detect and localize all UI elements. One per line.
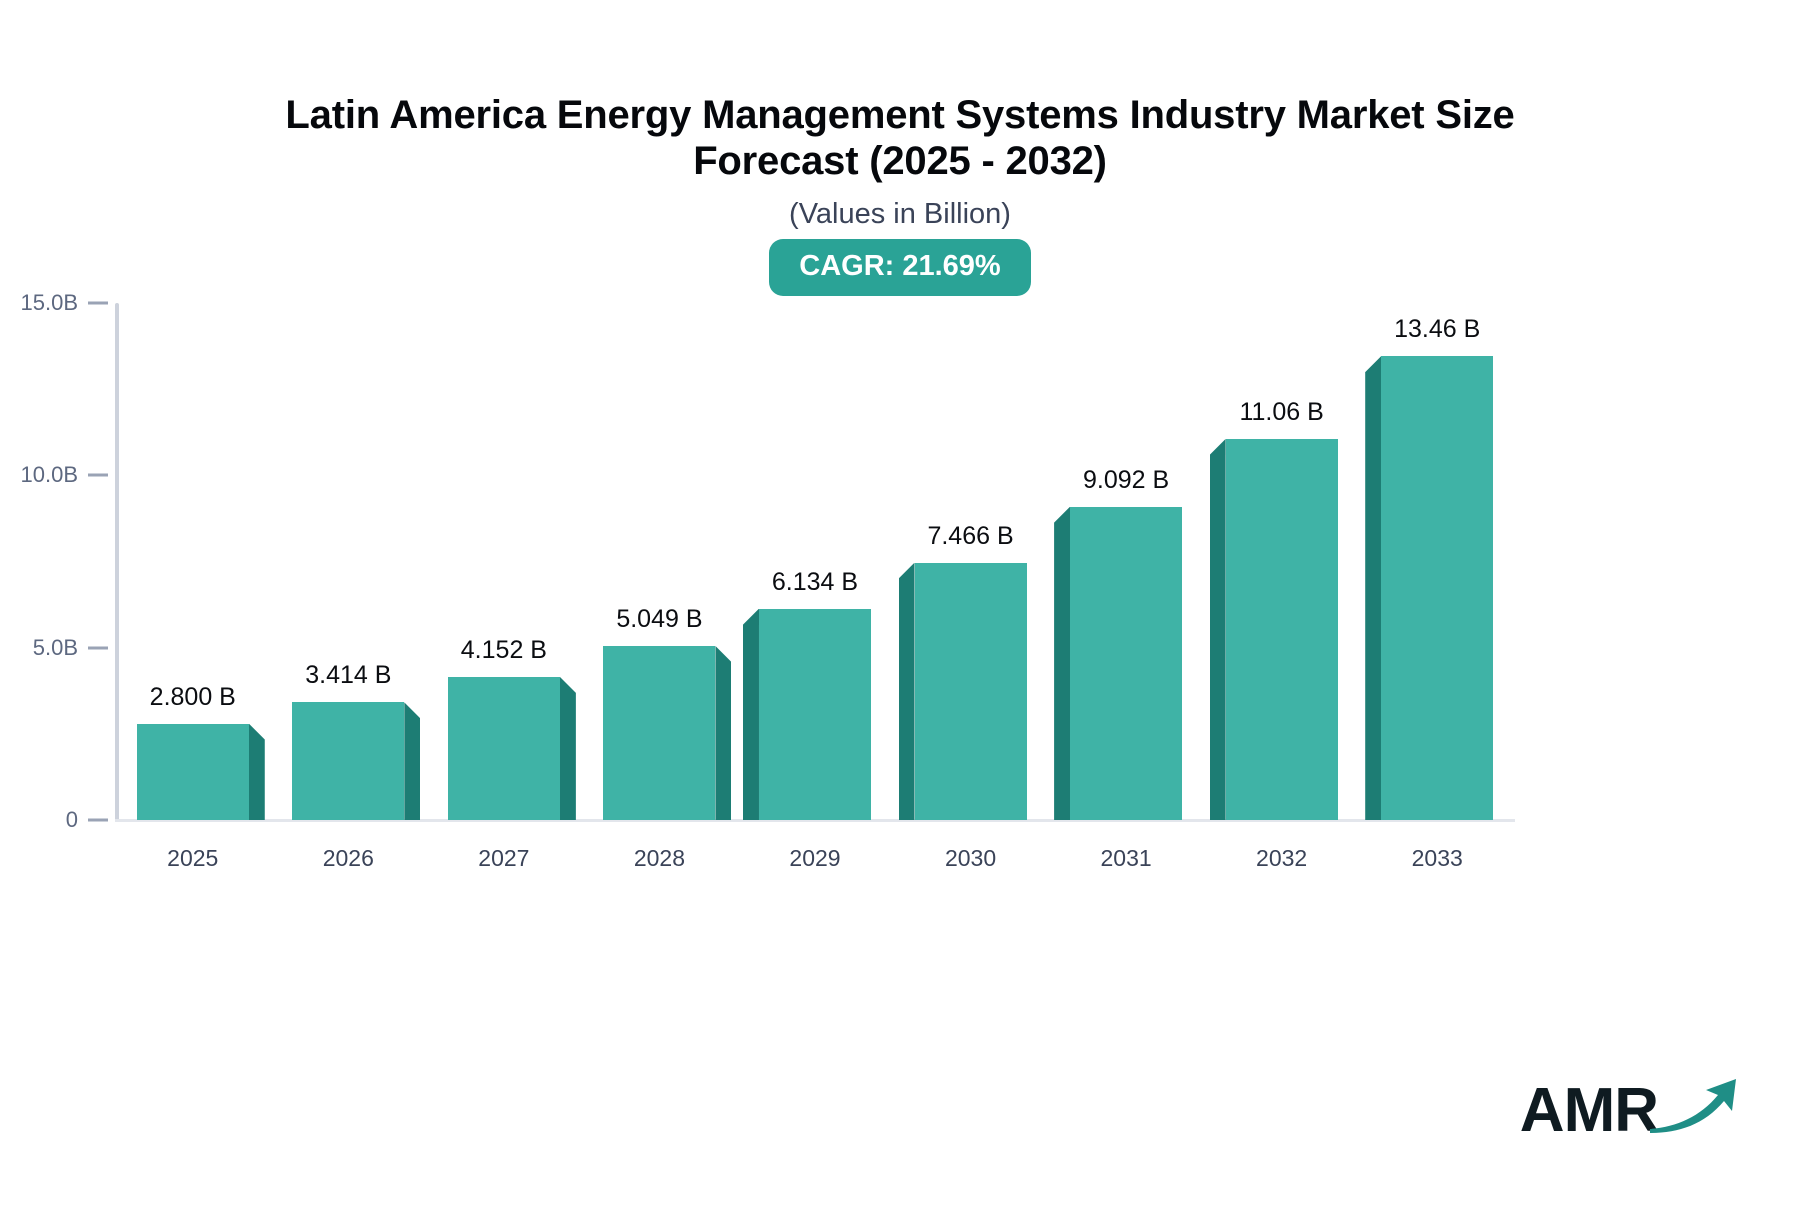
- bar-front-face: [292, 702, 405, 820]
- bar[interactable]: 2.800 B: [136, 683, 265, 820]
- bar-front-face: [1070, 506, 1183, 820]
- x-axis-tick-label: 2026: [322, 845, 374, 871]
- bar[interactable]: 9.092 B: [1054, 466, 1183, 820]
- chart-header: Latin America Energy Management Systems …: [0, 92, 1800, 296]
- bar-side-face: [742, 608, 759, 820]
- bar-front-face: [758, 608, 871, 820]
- x-axis-tick-label: 2029: [789, 845, 841, 871]
- bar[interactable]: 11.06 B: [1209, 398, 1338, 820]
- chart-subtitle: (Values in Billion): [789, 197, 1011, 230]
- bar-side-face: [1365, 356, 1382, 820]
- x-axis-tick-label: 2027: [478, 845, 530, 871]
- bar-front-face: [1381, 356, 1494, 820]
- bar[interactable]: 6.134 B: [742, 568, 871, 820]
- bar-side-face: [1054, 506, 1071, 820]
- bar-group[interactable]: 9.092 B 2031: [1048, 0, 1204, 1212]
- bar-value-label: 5.049 B: [616, 604, 703, 633]
- x-axis-tick-label: 2030: [944, 845, 997, 871]
- bar[interactable]: 5.049 B: [603, 605, 732, 820]
- bar-group[interactable]: 3.414 B 2026: [271, 0, 427, 1212]
- bar-group[interactable]: 13.46 B 2033: [1359, 0, 1515, 1212]
- y-axis-tick-mark: [88, 473, 108, 477]
- y-axis-tick-mark: [88, 301, 108, 305]
- cagr-badge-wrapper: CAGR: 21.69%: [0, 238, 1800, 296]
- bar-side-face: [404, 702, 421, 820]
- bar-group[interactable]: 2.800 B 2025: [115, 0, 271, 1212]
- bar-front-face: [603, 645, 716, 820]
- bar-front-face: [1225, 438, 1338, 820]
- bar-value-label: 2.800 B: [149, 682, 236, 711]
- x-axis-tick-label: 2028: [633, 845, 686, 871]
- bar-side-face: [715, 645, 732, 820]
- x-axis-tick-label: 2031: [1100, 845, 1152, 871]
- bar-side-face: [898, 562, 915, 820]
- x-axis-tick-label: 2025: [167, 845, 219, 871]
- bar[interactable]: 3.414 B: [292, 661, 421, 820]
- x-axis-tick-label: 2033: [1411, 845, 1463, 871]
- y-axis-tick-label: 5.0B: [32, 634, 78, 660]
- bar-front-face: [447, 676, 560, 820]
- bar-front-face: [914, 562, 1027, 820]
- bar-value-label: 3.414 B: [305, 661, 392, 690]
- y-axis-tick-label: 10.0B: [20, 462, 79, 488]
- page-title: Latin America Energy Management Systems …: [285, 93, 1515, 184]
- bar-group[interactable]: 11.06 B 2032: [1204, 0, 1360, 1212]
- bar-group[interactable]: 5.049 B 2028: [582, 0, 738, 1212]
- logo-text: AMR: [1519, 1076, 1659, 1145]
- bar-group[interactable]: 7.466 B 2030: [893, 0, 1049, 1212]
- bar-value-label: 4.152 B: [460, 635, 547, 664]
- bar-value-label: 11.06 B: [1239, 397, 1324, 426]
- bar-value-label: 6.134 B: [771, 567, 859, 596]
- y-axis-tick-label: 0: [65, 807, 78, 832]
- bar-value-label: 9.092 B: [1083, 465, 1170, 494]
- bar-front-face: [136, 723, 249, 820]
- x-axis-tick-label: 2032: [1256, 845, 1308, 871]
- bar[interactable]: 7.466 B: [898, 522, 1027, 820]
- bar-value-label: 13.46 B: [1394, 315, 1481, 344]
- bars-layer: 2.800 B 2025 3.414 B 2026 4.152 B 2027 5.049 B…: [115, 0, 1515, 1212]
- amr-logo: AMR: [1520, 1073, 1744, 1142]
- x-axis-line: [115, 819, 1515, 822]
- bar-side-face: [1209, 438, 1226, 820]
- bar-group[interactable]: 6.134 B 2029: [737, 0, 893, 1212]
- y-axis-tick-mark: [88, 818, 108, 822]
- bar[interactable]: 13.46 B: [1365, 315, 1494, 820]
- bar-group[interactable]: 4.152 B 2027: [426, 0, 582, 1212]
- bar[interactable]: 4.152 B: [447, 636, 576, 820]
- y-axis-tick-label: 15.0B: [20, 290, 79, 315]
- bar-side-face: [248, 723, 265, 820]
- bar-value-label: 7.466 B: [927, 521, 1014, 550]
- cagr-badge: CAGR: 21.69%: [769, 238, 1031, 296]
- bar-side-face: [559, 676, 576, 820]
- y-axis-line: [115, 303, 119, 821]
- y-axis-tick-mark: [88, 646, 108, 650]
- growth-arrow-icon: [1648, 1073, 1744, 1140]
